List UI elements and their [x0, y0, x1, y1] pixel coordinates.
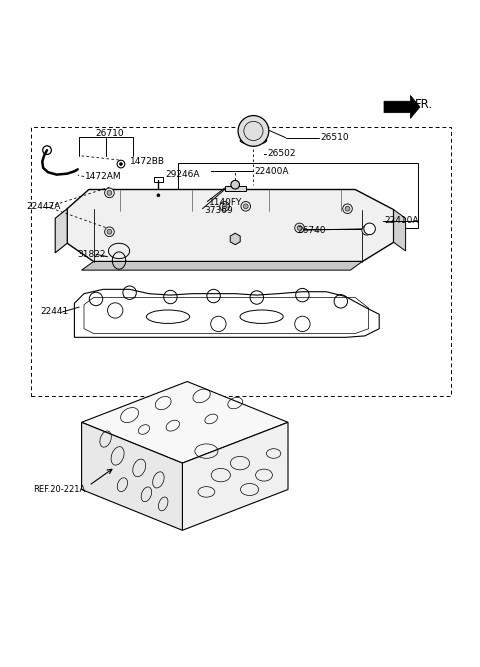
- Text: 1140FY: 1140FY: [209, 199, 242, 207]
- Text: 37369: 37369: [204, 205, 233, 215]
- Circle shape: [105, 227, 114, 237]
- Circle shape: [231, 180, 240, 189]
- Circle shape: [120, 163, 122, 165]
- Text: 31822: 31822: [77, 250, 105, 259]
- Text: 26502: 26502: [267, 149, 296, 159]
- Polygon shape: [182, 422, 288, 530]
- Text: 1472BB: 1472BB: [130, 157, 165, 166]
- Circle shape: [222, 204, 227, 209]
- Text: 22410A: 22410A: [384, 216, 419, 225]
- Circle shape: [107, 229, 112, 234]
- Ellipse shape: [119, 192, 203, 223]
- Text: 26510: 26510: [321, 133, 349, 142]
- Text: 22447A: 22447A: [26, 202, 61, 211]
- Circle shape: [107, 191, 112, 195]
- Text: 22441: 22441: [41, 307, 69, 316]
- Text: 26710: 26710: [95, 129, 124, 138]
- Polygon shape: [225, 185, 246, 191]
- Bar: [178, 163, 418, 228]
- Circle shape: [241, 201, 251, 211]
- Polygon shape: [82, 422, 182, 530]
- Circle shape: [297, 225, 302, 230]
- Circle shape: [238, 115, 269, 146]
- Circle shape: [343, 204, 352, 213]
- Text: REF.20-221A: REF.20-221A: [34, 485, 86, 494]
- Text: 26740: 26740: [298, 226, 326, 235]
- Circle shape: [157, 194, 160, 197]
- Circle shape: [364, 223, 375, 235]
- Circle shape: [220, 201, 229, 211]
- Circle shape: [362, 225, 372, 235]
- Text: FR.: FR.: [415, 97, 433, 111]
- Text: 22400A: 22400A: [254, 167, 289, 176]
- Ellipse shape: [243, 138, 264, 143]
- Text: 1472AM: 1472AM: [85, 172, 122, 181]
- Circle shape: [295, 223, 304, 233]
- Circle shape: [345, 206, 350, 211]
- Polygon shape: [82, 261, 362, 270]
- Ellipse shape: [281, 206, 343, 230]
- Circle shape: [117, 160, 125, 168]
- Text: 29246A: 29246A: [166, 169, 200, 179]
- Polygon shape: [82, 382, 288, 463]
- Polygon shape: [394, 209, 406, 251]
- FancyBboxPatch shape: [154, 177, 163, 182]
- Circle shape: [364, 228, 369, 233]
- Polygon shape: [67, 189, 394, 261]
- Circle shape: [243, 204, 248, 209]
- Circle shape: [105, 188, 114, 197]
- Bar: [31, 127, 451, 396]
- Polygon shape: [384, 95, 420, 119]
- Polygon shape: [55, 209, 67, 253]
- Polygon shape: [230, 233, 240, 245]
